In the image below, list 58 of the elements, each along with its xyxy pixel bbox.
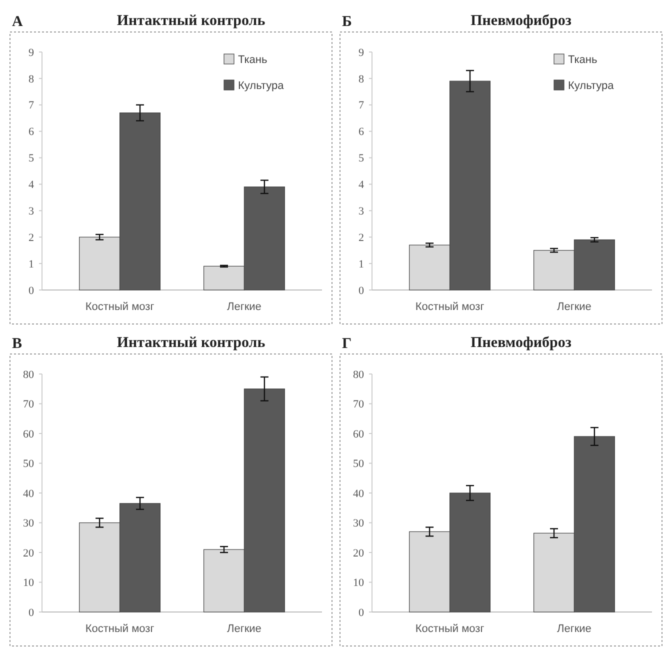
y-tick-label: 30 [23,518,34,530]
y-tick-label: 60 [23,428,34,440]
y-tick-label: 3 [358,206,364,218]
legend-label: Культура [568,80,615,92]
legend-label: Культура [238,80,285,92]
text: Б [342,14,352,30]
y-tick-label: 50 [23,458,34,470]
y-tick-label: 0 [28,606,34,619]
y-tick-label: 30 [353,518,364,530]
chart-title: Пневмофиброз [470,13,572,29]
x-tick-label: Костный мозг [415,301,484,313]
x-tick-label: Костный мозг [85,623,154,635]
y-tick-label: 5 [28,152,34,165]
y-tick-label: 40 [23,488,34,500]
y-tick-label: 8 [28,73,34,86]
text: Г [342,336,352,352]
x-tick-label: Костный мозг [85,301,154,313]
chart-title: Интактный контроль [116,13,266,29]
y-tick-label: 6 [358,126,364,138]
y-tick-label: 6 [28,126,34,138]
y-tick-label: 9 [358,46,364,59]
y-tick-label: 0 [28,284,34,297]
y-tick-label: 0 [358,606,364,619]
y-tick-label: 60 [353,428,364,440]
y-tick-label: 70 [353,398,364,411]
x-tick-label: Легкие [227,623,262,635]
y-tick-label: 4 [28,179,34,192]
y-tick-label: 9 [28,46,34,59]
legend-label: Ткань [238,54,268,66]
y-tick-label: 10 [353,577,364,590]
text: А [12,14,23,30]
y-tick-label: 50 [353,458,364,470]
y-tick-label: 3 [28,206,34,218]
y-tick-label: 2 [28,232,34,244]
y-tick-label: 2 [358,232,364,244]
y-tick-label: 80 [353,368,364,381]
x-tick-label: Легкие [227,301,262,313]
y-tick-label: 4 [358,179,364,192]
y-tick-label: 8 [358,73,364,86]
y-tick-label: 7 [358,100,364,112]
y-tick-label: 20 [353,547,364,560]
y-tick-label: 7 [28,100,34,112]
y-tick-label: 40 [353,488,364,500]
y-tick-label: 10 [23,577,34,590]
chart-title: Интактный контроль [116,335,266,351]
x-tick-label: Легкие [557,301,592,313]
y-tick-label: 70 [23,398,34,411]
y-tick-label: 5 [358,152,364,165]
text: В [12,336,22,352]
chart-title: Пневмофиброз [470,335,572,351]
x-tick-label: Легкие [557,623,592,635]
legend-label: Ткань [568,54,598,66]
y-tick-label: 1 [358,258,364,270]
x-tick-label: Костный мозг [415,623,484,635]
y-tick-label: 1 [28,258,34,270]
y-tick-label: 80 [23,368,34,381]
y-tick-label: 0 [358,284,364,297]
y-tick-label: 20 [23,547,34,560]
